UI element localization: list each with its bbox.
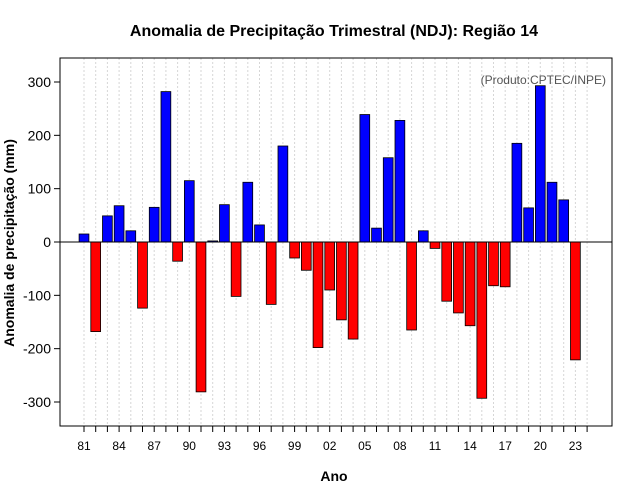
x-tick-label: 90 [183,439,197,453]
y-tick-label: 200 [28,127,52,143]
credit-text: (Produto:CPTEC/INPE) [481,73,606,87]
bar-1999 [289,241,300,259]
bar-2004 [347,241,359,340]
bar-2022 [558,199,569,243]
bar-2019 [523,207,534,243]
x-tick-label: 11 [429,439,442,453]
y-axis-label: Anomalia de precipitação (mm) [1,139,17,347]
bar-2021 [546,181,558,243]
bar-1987 [148,206,160,243]
bar-series [78,85,581,399]
bar-2002 [324,241,335,291]
x-tick-label: 81 [77,439,91,453]
y-tick-label: 300 [28,74,52,90]
bar-2020 [535,85,546,243]
chart-title: Anomalia de Precipitação Trimestral (NDJ… [130,23,538,40]
bar-1986 [137,241,148,309]
y-tick-label: -300 [23,394,51,410]
bar-1988 [160,91,172,243]
bar-2016 [488,241,499,287]
x-tick-label: 05 [358,439,372,453]
bar-2003 [336,241,347,321]
bar-2014 [464,241,476,327]
bar-1998 [277,145,289,243]
bar-2007 [382,157,394,243]
bar-2005 [359,114,371,243]
x-tick-label: 14 [463,439,477,453]
bar-1991 [195,241,207,393]
bar-1993 [219,204,230,243]
bar-2012 [441,241,452,302]
x-tick-label: 99 [288,439,302,453]
bar-1997 [265,241,277,305]
bar-1984 [113,205,125,243]
x-tick-label: 84 [112,439,126,453]
bar-2018 [511,142,523,243]
bar-1995 [242,181,254,243]
x-tick-label: 20 [534,439,548,453]
bar-1981 [78,233,90,243]
x-tick-label: 08 [393,439,407,453]
bar-2017 [499,241,511,288]
bar-1985 [125,230,137,243]
x-tick-label: 02 [323,439,337,453]
bar-2008 [394,120,406,243]
bar-2010 [417,230,429,243]
bar-2000 [300,241,312,271]
y-tick-label: 0 [43,234,51,250]
bar-2023 [570,241,581,361]
x-tick-label: 17 [499,439,513,453]
y-axis: -300 -200 -100 0 100 200 300 [23,74,60,410]
bar-1990 [183,180,195,243]
bar-1983 [102,215,113,243]
bar-1989 [172,241,183,262]
y-tick-label: 100 [28,181,52,197]
y-tick-label: -200 [23,341,51,357]
x-axis: 81 84 87 90 93 96 99 02 05 08 11 14 17 20 23 [77,426,588,453]
bar-2006 [371,227,382,243]
bar-2009 [406,241,417,331]
x-axis-label: Ano [320,468,347,484]
bar-1994 [230,241,242,297]
y-tick-label: -100 [23,287,51,303]
bar-2015 [476,241,488,399]
bar-1996 [254,224,265,243]
bar-2001 [312,241,324,348]
x-tick-label: 23 [569,439,583,453]
x-tick-label: 93 [218,439,232,453]
bar-2011 [429,241,441,249]
x-tick-label: 96 [253,439,267,453]
x-tick-label: 87 [148,439,162,453]
bar-2013 [453,241,464,314]
bar-1982 [90,241,102,332]
